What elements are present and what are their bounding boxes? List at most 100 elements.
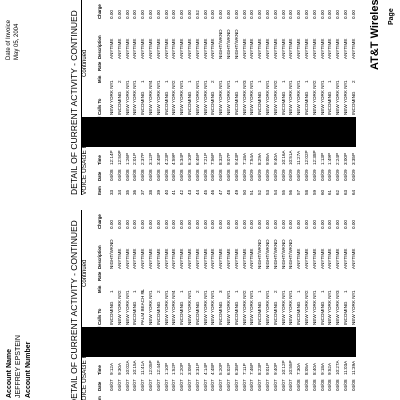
cell: ANYTIME (319, 38, 325, 59)
cell: 04/07 (124, 379, 130, 392)
cell: 12:50P (116, 150, 122, 165)
cell: 04/07 (210, 379, 216, 392)
cell: ANYTIME (124, 38, 130, 59)
cell: 52 (257, 189, 263, 195)
cell: INCOMING (116, 91, 122, 115)
cell: ANYTIME (335, 38, 341, 59)
cell: 56 (288, 189, 294, 195)
cell: 04/09 (343, 169, 348, 182)
cell: ANYTIME (171, 248, 177, 269)
cell: NEW YORK NY (116, 292, 122, 325)
cell: 7:54A (249, 152, 255, 165)
cell: 1 (288, 290, 294, 293)
cell: 04/08 (304, 379, 309, 392)
cell: 04/07 (280, 379, 286, 392)
cell: 04/08 (296, 379, 302, 392)
cell: INCOMING (155, 301, 161, 325)
cell: NEW YORK NY (109, 82, 114, 115)
cell: 0.00 (163, 10, 169, 19)
cell: 3:05P (187, 362, 192, 375)
cell: 04/07 (109, 379, 114, 392)
cell: NEW YORK NY (148, 82, 153, 115)
cell: 47 (218, 189, 224, 195)
cell: 4:23P (163, 152, 169, 165)
cell: 04/07 (194, 379, 200, 392)
cell: 0.00 (132, 220, 138, 229)
cell: 1 (288, 80, 294, 83)
cell: 04/07 (241, 379, 247, 392)
cell: ANYTIME (155, 248, 161, 269)
cell: NEW YORK NY (288, 292, 294, 325)
cell: 9:43P (233, 152, 239, 165)
cell: ANYTIME (140, 38, 146, 59)
cell: 0.00 (218, 10, 224, 19)
cell: ANYTIME (124, 248, 130, 269)
cell: 0.00 (265, 220, 270, 229)
cell: 04/09 (249, 169, 255, 182)
cell: 1 (163, 80, 169, 83)
cell: 8:32P (218, 152, 224, 165)
cell: 0.00 (233, 10, 239, 19)
cell: 0.00 (319, 220, 325, 229)
cell: ANYTIME (288, 38, 294, 59)
cell: 60 (319, 189, 325, 195)
cell: 57 (296, 189, 302, 195)
cell: 0.00 (116, 220, 122, 229)
cell: 49 (233, 189, 239, 195)
column-header: Time (97, 365, 102, 375)
column-header: Calls To (97, 308, 102, 325)
cell: 33 (109, 189, 114, 195)
cell: NIGHT/WKND (265, 239, 270, 269)
cell: 1 (187, 80, 192, 83)
cell: 48 (226, 189, 231, 195)
cell: 04/09 (241, 169, 247, 182)
cell: 8:40A (311, 362, 317, 375)
cell: 42 (179, 189, 185, 195)
cell: ANYTIME (140, 248, 146, 269)
cell: 04/08 (163, 169, 169, 182)
cell: 04/09 (350, 169, 356, 182)
cell: 04/08 (335, 379, 341, 392)
cell: 0.00 (257, 220, 263, 229)
cell: NEW YORK NY (335, 292, 341, 325)
cell: 51 (249, 189, 255, 195)
cell: NEW YORK NY (124, 82, 130, 115)
cell: 7:46P (249, 362, 255, 375)
cell: 55 (280, 189, 286, 195)
cell: INCOMING (210, 91, 216, 115)
cell: NEW YORK NY (265, 292, 270, 325)
cell: 10:02A (124, 360, 130, 375)
cell: 12:14P (109, 150, 114, 165)
cell: INCOMING (272, 301, 278, 325)
cell: 2:24P (335, 152, 341, 165)
cell: 0.00 (241, 10, 247, 19)
cell: 1 (280, 80, 286, 83)
cell: 1 (280, 290, 286, 293)
cell: 0.00 (233, 220, 239, 229)
cell: NEW YORK NY (335, 82, 341, 115)
cell: 04/07 (272, 379, 278, 392)
column-header: Description (97, 245, 102, 269)
cell: 2 (311, 80, 317, 83)
column-header: Calls To (97, 98, 102, 115)
cell: 43 (187, 189, 192, 195)
cell: 04/09 (288, 169, 294, 182)
cell: 1 (233, 290, 239, 293)
cell: 04/08 (179, 169, 185, 182)
cell: 0.00 (311, 220, 317, 229)
cell: 0.00 (296, 10, 302, 19)
cell: 1 (210, 290, 216, 293)
cell: ANYTIME (194, 248, 200, 269)
cell: 0.00 (272, 220, 278, 229)
cell: 0.00 (218, 220, 224, 229)
cell: 0.00 (226, 220, 231, 229)
cell: 04/07 (226, 379, 231, 392)
cell: 9:52A (327, 362, 333, 375)
cell: 0.00 (194, 220, 200, 229)
cell: 39 (155, 189, 161, 195)
account-number-label: Account Number (25, 341, 32, 398)
cell: 04/09 (327, 169, 333, 182)
cell: 0.00 (171, 220, 177, 229)
cell: 04/09 (257, 169, 263, 182)
